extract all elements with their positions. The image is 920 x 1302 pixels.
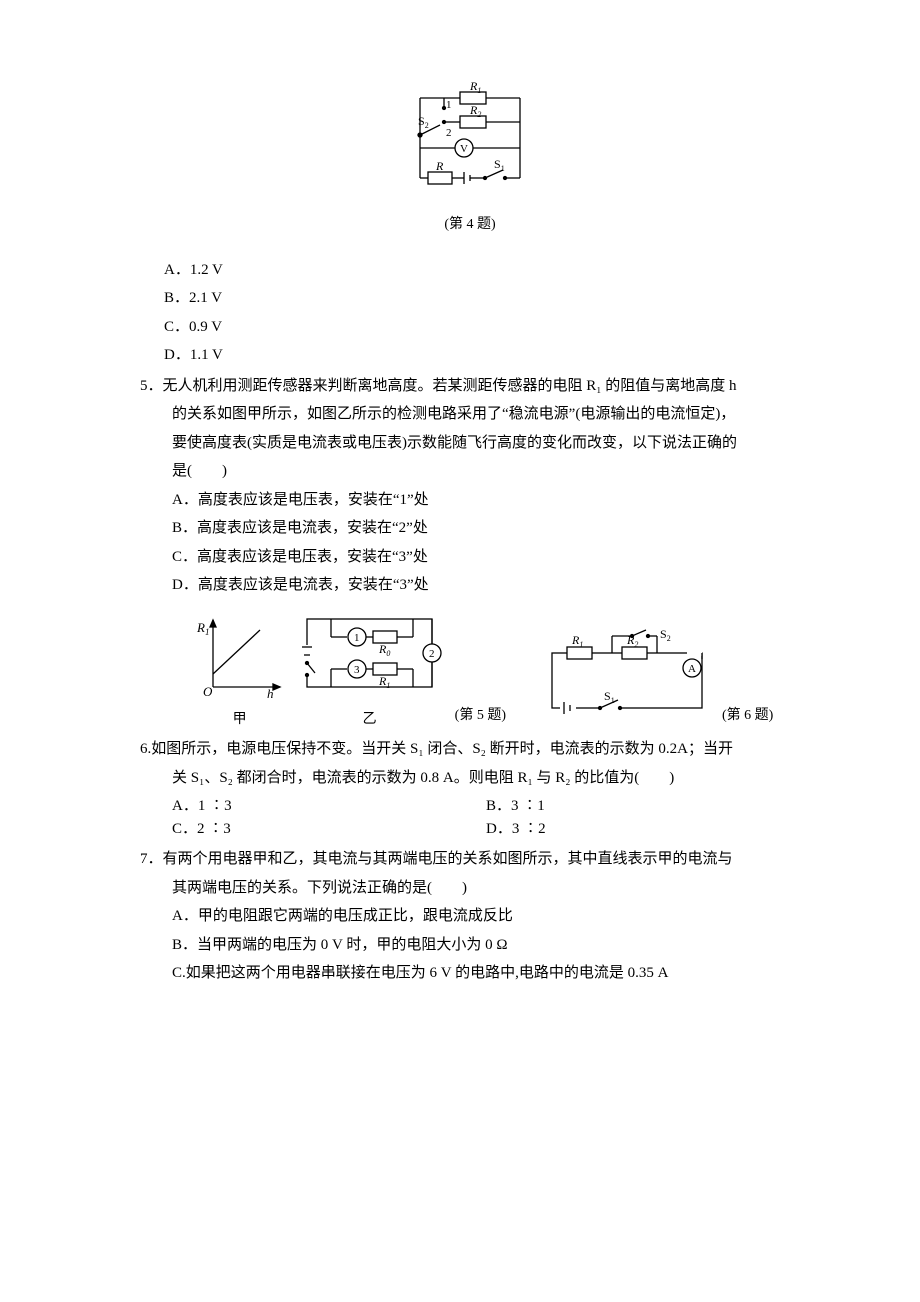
ammeter-icon: A [688,663,696,675]
label-s1: S1 [494,157,505,173]
q5-opt-a: A．高度表应该是电压表，安装在“1”处 [172,489,800,512]
node-1: 1 [354,632,360,644]
fig5-left-caption: 甲 [195,709,285,730]
voltmeter-icon: V [460,143,468,155]
q6-opt-d: D．3 ∶2 [486,818,800,841]
q4-opt-a: A．1.2 V [164,259,800,282]
figure-5-left: R1 O h 甲 [195,612,285,731]
label-r0: R0 [378,642,390,658]
q4-opt-b: B．2.1 V [164,287,800,310]
label-1: 1 [446,99,452,111]
label-r1c: R1 [571,633,583,649]
q7-opt-b: B．当甲两端的电压为 0 V 时，甲的电阻大小为 0 Ω [172,934,800,957]
q4-opt-c: C．0.9 V [164,316,800,339]
label-s2: S2 [418,114,429,130]
q5-line4: 是( ) [172,460,800,483]
q6-opt-b: B．3 ∶1 [486,795,800,818]
q5-stem: 5．无人机利用测距传感器来判断离地高度。若某测距传感器的电阻 R₁ 的阻值与离地… [140,375,800,398]
q7-stem: 7．有两个用电器甲和乙，其电流与其两端电压的关系如图所示，其中直线表示甲的电流与 [140,848,800,871]
figure-6: R1 R2 S2 A S1 [542,628,712,731]
q5-opt-c: C．高度表应该是电压表，安装在“3”处 [172,546,800,569]
q7-opt-c: C.如果把这两个用电器串联接在电压为 6 V 的电路中,电路中的电流是 0.35… [172,962,800,985]
q5-line3: 要使高度表(实质是电流表或电压表)示数能随飞行高度的变化而改变，以下说法正确的 [172,432,800,455]
q5-opt-b: B．高度表应该是电流表，安装在“2”处 [172,517,800,540]
q7-line2: 其两端电压的关系。下列说法正确的是( ) [172,877,800,900]
graph-xlabel: h [267,686,274,701]
graph-ylabel: R1 [196,620,209,637]
q5-opt-d: D．高度表应该是电流表，安装在“3”处 [172,574,800,597]
label-s1c: S1 [604,689,615,705]
figure-4-caption: (第 4 题) [140,214,800,235]
label-2: 2 [446,127,452,139]
node-2: 2 [429,648,435,660]
label-r1b: R1 [378,674,390,690]
label-r1: R1 [469,80,481,95]
figure-row-5-6: R1 O h 甲 [168,607,800,731]
figure-5-right: 1 2 3 R0 R1 乙 [295,607,445,731]
q7-opt-a: A．甲的电阻跟它两端的电压成正比，跟电流成反比 [172,905,800,928]
graph-origin: O [203,684,213,699]
node-3: 3 [354,664,360,676]
label-r: R [435,159,444,173]
fig5-right-caption: 乙 [295,709,445,730]
q6-opt-c: C．2 ∶3 [172,818,486,841]
q6-row2: C．2 ∶3 D．3 ∶2 [172,818,800,841]
q6-stem: 6.如图所示，电源电压保持不变。当开关 S₁ 闭合、S₂ 断开时，电流表的示数为… [140,738,800,761]
figure-4: 1 R1 S2 2 R2 V R S1 (第 4 题) [140,80,800,235]
figure-5-caption: (第 5 题) [455,705,506,730]
q6-opt-a: A．1 ∶3 [172,795,486,818]
label-s2c: S2 [660,628,671,643]
figure-6-caption: (第 6 题) [722,705,773,730]
label-r2c: R2 [626,633,638,649]
q5-line2: 的关系如图甲所示，如图乙所示的检测电路采用了“稳流电源”(电源输出的电流恒定)， [172,403,800,426]
circuit-q4: 1 R1 S2 2 R2 V R S1 [400,80,540,200]
label-r2: R2 [469,103,481,119]
q6-line2: 关 S₁、S₂ 都闭合时，电流表的示数为 0.8 A。则电阻 R₁ 与 R₂ 的… [172,767,800,790]
q6-row1: A．1 ∶3 B．3 ∶1 [172,795,800,818]
q4-opt-d: D．1.1 V [164,344,800,367]
q4-options: A．1.2 V B．2.1 V C．0.9 V D．1.1 V [164,259,800,367]
